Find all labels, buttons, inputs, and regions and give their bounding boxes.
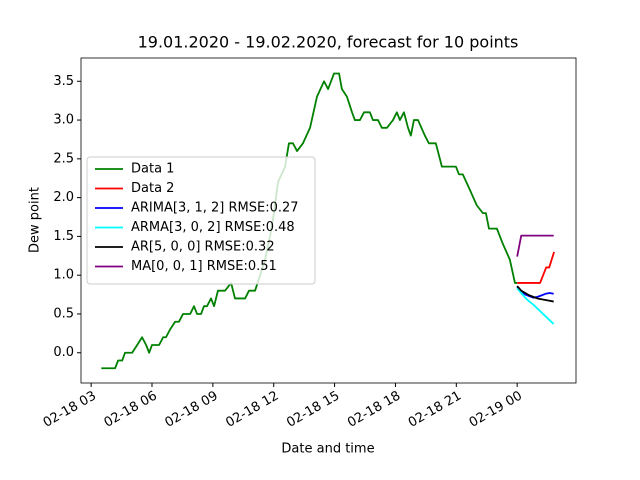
chart-title: 19.01.2020 - 19.02.2020, forecast for 10… [138,33,519,52]
x-tick-label: 02-18 03 [41,389,99,431]
y-tick-label: 0.0 [53,345,74,360]
x-tick-label: 02-18 15 [284,389,342,431]
y-tick-label: 3.5 [53,74,74,89]
x-tick-label: 02-19 00 [467,389,525,431]
y-tick-label: 1.5 [53,229,74,244]
y-axis-label: Dew point [28,187,43,253]
x-tick-label: 02-18 18 [345,389,403,431]
x-tick-label: 02-18 09 [162,389,220,431]
legend-label: MA[0, 0, 1] RMSE:0.51 [131,259,277,274]
legend-label: ARIMA[3, 1, 2] RMSE:0.27 [131,201,299,216]
series-line [517,251,555,284]
y-tick-label: 3.0 [53,113,74,128]
series-line [101,72,518,370]
y-tick-label: 2.5 [53,151,74,166]
legend-label: Data 2 [131,181,174,196]
legend-label: Data 1 [131,162,174,177]
x-axis-label: Date and time [281,442,374,457]
y-tick-label: 1.0 [53,268,74,283]
x-tick-label: 02-18 12 [223,389,281,431]
x-tick-label: 02-18 21 [406,389,464,431]
legend-box [86,156,316,285]
y-tick-label: 2.0 [53,190,74,205]
series-line [516,287,555,325]
plot-frame [80,57,577,384]
series-line [516,234,554,257]
series-line [516,285,554,303]
x-tick-label: 02-18 06 [102,389,160,431]
legend: Data 1 Data 2 ARIMA[3, 1, 2] RMSE:0.27 ARMA… [86,156,316,285]
legend-label: AR[5, 0, 0] RMSE:0.32 [131,240,275,255]
legend-label: ARMA[3, 0, 2] RMSE:0.48 [131,220,295,235]
y-tick-label: 0.5 [53,306,74,321]
